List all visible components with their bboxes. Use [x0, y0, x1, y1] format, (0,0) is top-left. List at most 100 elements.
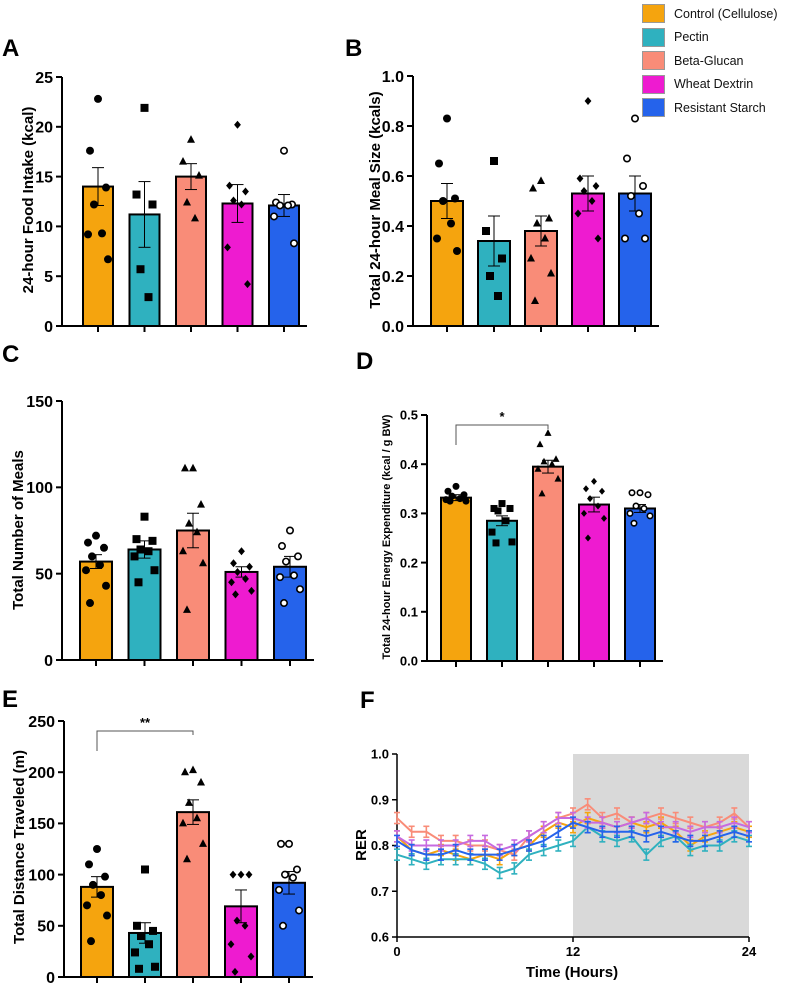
panel-c-point-beta-glucan — [185, 518, 193, 527]
panel-d-point-pectin — [498, 500, 506, 508]
panel-b-ylabel: Total 24-hour Meal Size (kcals) — [367, 91, 384, 308]
panel-b-point-resistant-starch — [622, 154, 631, 163]
panel-e-point-beta-glucan — [189, 765, 197, 774]
panel-c-point-wheat-dextrin — [228, 578, 235, 587]
panel-f-ylabel: RER — [353, 829, 370, 861]
panel-a-bar-resistant-starch — [268, 204, 300, 327]
panel-e-bar-control-cellulose — [80, 885, 114, 978]
legend-item-beta-glucan: Beta-Glucan — [642, 49, 787, 73]
panel-c-point-beta-glucan — [199, 558, 207, 567]
panel-a-point-beta-glucan — [187, 135, 195, 143]
legend-item-pectin: Pectin — [642, 26, 787, 50]
panel-b-point-wheat-dextrin — [576, 174, 584, 183]
panel-e-point-wheat-dextrin — [227, 940, 235, 949]
panel-c-bar-wheat-dextrin — [224, 570, 259, 661]
panel-e-point-wheat-dextrin — [241, 921, 249, 930]
panel-c-point-wheat-dextrin — [234, 567, 241, 576]
panel-d-point-wheat-dextrin — [583, 485, 589, 493]
panel-b-point-resistant-starch — [640, 234, 649, 243]
panel-a-bar-wheat-dextrin — [221, 202, 254, 328]
panel-e-point-control-cellulose — [83, 901, 91, 910]
panel-a-point-wheat-dextrin — [230, 196, 237, 205]
panel-a-point-control-cellulose — [104, 255, 112, 264]
panel-f-xlabel: Time (Hours) — [526, 964, 618, 981]
panel-b-point-control-cellulose — [433, 234, 441, 243]
panel-c-point-pectin — [136, 545, 145, 554]
panel-d-point-pectin — [506, 504, 514, 512]
panel-b-point-pectin — [494, 292, 502, 300]
panel-c-point-resistant-starch — [277, 542, 286, 551]
panel-f-xtick-label: 0 — [393, 944, 400, 959]
panel-f-xtick-label: 12 — [566, 944, 580, 959]
panel-e-point-wheat-dextrin — [229, 870, 237, 879]
panel-b-point-pectin — [486, 272, 494, 280]
panel-d-point-wheat-dextrin — [595, 502, 601, 510]
panel-d-point-beta-glucan — [534, 465, 542, 472]
panel-c-point-beta-glucan — [193, 527, 201, 536]
panel-a-point-beta-glucan — [195, 171, 203, 179]
panel-d-point-beta-glucan — [554, 474, 562, 482]
panel-e-point-control-cellulose — [87, 937, 95, 946]
panel-e-distance-traveled-chart: 0 50 100 150 200 250 ** — [28, 714, 313, 986]
legend: Control (Cellulose) Pectin Beta-Glucan W… — [642, 2, 787, 120]
panel-a-ylabel: 24-hour Food Intake (kcal) — [20, 107, 37, 294]
panel-b-point-resistant-starch — [634, 209, 643, 218]
panel-letter-f: F — [360, 687, 375, 714]
panel-c-ytick-label: 150 — [26, 394, 53, 411]
panel-a-point-pectin — [144, 293, 153, 302]
panel-a-point-wheat-dextrin — [226, 181, 233, 190]
panel-b-point-beta-glucan — [537, 176, 545, 184]
panel-d-point-beta-glucan — [538, 489, 546, 497]
panel-d-point-resistant-starch — [632, 502, 640, 510]
panel-b-ytick-label: 0.2 — [382, 269, 404, 286]
panel-f-ytick-label: 0.9 — [371, 792, 389, 807]
panel-c-point-wheat-dextrin — [230, 559, 237, 568]
panel-a-point-control-cellulose — [90, 200, 98, 209]
panel-f-series-line-pectin — [396, 826, 750, 874]
panel-e-ytick-label: 150 — [28, 816, 55, 833]
panel-e-point-pectin — [141, 865, 149, 874]
panel-c-point-wheat-dextrin — [238, 547, 245, 556]
panel-a-point-pectin — [148, 200, 157, 209]
panel-e-significance-label: ** — [140, 715, 151, 730]
panel-f-series-line-resistant-starch — [396, 821, 750, 856]
panel-f-xtick-label: 24 — [742, 944, 757, 959]
panel-b-point-wheat-dextrin — [580, 187, 588, 195]
panel-b-ytick-label: 0.6 — [382, 169, 404, 186]
panel-e-point-wheat-dextrin — [231, 967, 239, 976]
panel-d-point-beta-glucan — [552, 455, 560, 462]
panel-e-point-beta-glucan — [181, 767, 189, 776]
panel-d-ytick-label: 0.4 — [400, 457, 419, 472]
panel-e-point-beta-glucan — [197, 777, 205, 786]
panel-e-point-beta-glucan — [185, 798, 193, 806]
panel-e-point-control-cellulose — [89, 880, 97, 889]
panel-b-point-wheat-dextrin — [592, 182, 600, 190]
panel-c-point-resistant-starch — [293, 552, 302, 561]
panel-e-significance-bracket — [96, 730, 194, 751]
panel-d-bar-beta-glucan — [532, 465, 564, 662]
panel-d-point-control-cellulose — [462, 497, 470, 505]
panel-b-point-beta-glucan — [531, 296, 539, 304]
panel-d-significance-bracket — [455, 424, 549, 445]
panel-e-point-control-cellulose — [101, 872, 109, 881]
panel-a-point-resistant-starch — [269, 212, 278, 221]
panel-c-point-pectin — [144, 547, 153, 556]
panel-a-point-wheat-dextrin — [234, 120, 241, 129]
panel-c-point-pectin — [130, 552, 139, 561]
panel-c-ytick-label: 50 — [35, 566, 53, 583]
panel-c-ytick-label: 100 — [26, 480, 53, 497]
legend-item-resistant-starch: Resistant Starch — [642, 96, 787, 120]
panel-d-point-pectin — [494, 507, 502, 515]
panel-c-point-control-cellulose — [86, 599, 94, 608]
panel-e-point-beta-glucan — [199, 839, 207, 847]
panel-c-point-wheat-dextrin — [242, 574, 249, 583]
panel-c-point-pectin — [148, 536, 157, 545]
panel-c-point-beta-glucan — [181, 463, 189, 472]
panel-e-point-control-cellulose — [85, 860, 93, 869]
panel-a-point-pectin — [136, 265, 145, 274]
panel-c-point-control-cellulose — [100, 543, 108, 552]
panel-c-point-control-cellulose — [88, 552, 96, 561]
panel-c-bar-control-cellulose — [79, 560, 113, 662]
panel-e-point-wheat-dextrin — [237, 870, 245, 879]
